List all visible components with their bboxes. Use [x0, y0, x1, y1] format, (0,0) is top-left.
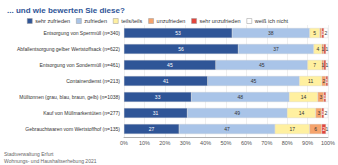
svg-text:47: 47: [224, 126, 230, 132]
svg-text:4: 4: [316, 46, 319, 52]
svg-text:Gebrauchtwaren vom Wertstoffho: Gebrauchtwaren vom Wertstoffhof (n=135): [25, 126, 120, 132]
svg-text:teils/teils: teils/teils: [121, 18, 142, 24]
svg-text:Entsorgung von Sperrmüll (n=34: Entsorgung von Sperrmüll (n=340): [43, 30, 120, 36]
svg-text:1: 1: [326, 126, 329, 132]
svg-text:33: 33: [155, 94, 161, 100]
svg-text:Entsorgung von Sondermüll (n=4: Entsorgung von Sondermüll (n=461): [40, 62, 121, 68]
svg-text:38: 38: [268, 30, 274, 36]
svg-text:31: 31: [153, 110, 159, 116]
svg-text:11: 11: [308, 78, 313, 84]
svg-text:37: 37: [273, 46, 279, 52]
svg-text:2: 2: [325, 110, 328, 116]
svg-text:... und wie bewerten Sie diese: ... und wie bewerten Sie diese?: [7, 6, 125, 15]
svg-text:1: 1: [321, 46, 324, 52]
svg-text:53: 53: [175, 30, 181, 36]
svg-text:sehr zufrieden: sehr zufrieden: [35, 18, 70, 24]
svg-text:60%: 60%: [241, 140, 252, 146]
svg-text:45: 45: [259, 62, 265, 68]
svg-text:1: 1: [326, 78, 329, 84]
svg-text:2: 2: [322, 78, 326, 84]
svg-text:3: 3: [319, 94, 322, 100]
svg-text:20%: 20%: [159, 140, 170, 146]
svg-text:70%: 70%: [261, 140, 272, 146]
svg-text:1: 1: [321, 110, 325, 116]
svg-text:56: 56: [178, 46, 184, 52]
svg-text:17: 17: [289, 126, 295, 132]
svg-text:Mülltonnen (grau, blau, braun,: Mülltonnen (grau, blau, braun, gelb) (n=…: [19, 94, 120, 100]
svg-text:10%: 10%: [139, 140, 150, 146]
svg-text:80%: 80%: [282, 140, 293, 146]
svg-text:2: 2: [325, 30, 328, 36]
svg-text:90%: 90%: [302, 140, 313, 146]
svg-text:unzufrieden: unzufrieden: [157, 18, 186, 24]
svg-text:2: 2: [322, 126, 326, 132]
svg-text:45: 45: [251, 78, 257, 84]
svg-text:6: 6: [314, 126, 317, 132]
svg-text:Containerdienst (n=213): Containerdienst (n=213): [66, 78, 120, 84]
svg-text:Stadtverwaltung Erfurt: Stadtverwaltung Erfurt: [4, 151, 54, 157]
svg-text:5: 5: [313, 30, 316, 36]
svg-text:30%: 30%: [180, 140, 191, 146]
svg-text:1: 1: [326, 46, 329, 52]
svg-text:14: 14: [299, 110, 305, 116]
svg-text:zufrieden: zufrieden: [84, 18, 107, 24]
svg-text:1: 1: [321, 62, 324, 68]
svg-text:100%: 100%: [321, 140, 335, 146]
svg-text:48: 48: [237, 94, 243, 100]
svg-text:1: 1: [324, 94, 327, 100]
svg-text:7: 7: [313, 62, 316, 68]
svg-text:0%: 0%: [120, 140, 128, 146]
svg-text:41: 41: [163, 78, 169, 84]
svg-text:Kauf von Müllmarkentüten (n=27: Kauf von Müllmarkentüten (n=277): [43, 110, 120, 116]
svg-text:Wohnungs- und Haushaltserhebun: Wohnungs- und Haushaltserhebung 2021: [4, 158, 97, 164]
svg-text:27: 27: [149, 126, 155, 132]
svg-text:weiß ich nicht: weiß ich nicht: [254, 18, 289, 24]
svg-text:3: 3: [317, 110, 320, 116]
svg-text:50%: 50%: [220, 140, 231, 146]
svg-text:1: 1: [326, 62, 329, 68]
svg-text:Abfallentsorgung gelber Wertst: Abfallentsorgung gelber Wertstoffsack (n…: [17, 46, 120, 52]
svg-text:45: 45: [167, 62, 173, 68]
svg-text:49: 49: [234, 110, 240, 116]
svg-text:14: 14: [301, 94, 307, 100]
svg-text:1: 1: [321, 30, 325, 36]
svg-text:sehr unzufrieden: sehr unzufrieden: [200, 18, 241, 24]
svg-text:40%: 40%: [200, 140, 211, 146]
